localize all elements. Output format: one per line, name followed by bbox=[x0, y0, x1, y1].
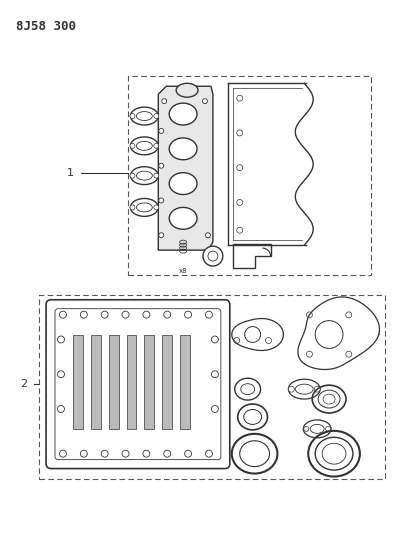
Circle shape bbox=[234, 337, 240, 343]
Circle shape bbox=[159, 233, 164, 238]
Bar bbox=[39, 295, 385, 479]
Circle shape bbox=[202, 99, 207, 103]
Circle shape bbox=[205, 450, 212, 457]
Circle shape bbox=[130, 143, 135, 148]
Circle shape bbox=[237, 227, 243, 233]
Ellipse shape bbox=[169, 103, 197, 125]
Circle shape bbox=[162, 99, 167, 103]
Circle shape bbox=[80, 311, 87, 318]
Bar bbox=[126, 335, 136, 429]
FancyBboxPatch shape bbox=[46, 300, 230, 469]
Circle shape bbox=[164, 450, 171, 457]
Circle shape bbox=[57, 371, 65, 378]
Ellipse shape bbox=[130, 137, 158, 155]
Circle shape bbox=[122, 311, 129, 318]
Circle shape bbox=[237, 165, 243, 171]
Circle shape bbox=[159, 128, 164, 133]
Circle shape bbox=[130, 205, 135, 210]
Ellipse shape bbox=[130, 167, 158, 184]
Ellipse shape bbox=[176, 83, 198, 97]
Circle shape bbox=[237, 199, 243, 205]
Polygon shape bbox=[158, 86, 213, 250]
Bar bbox=[73, 335, 83, 429]
Bar bbox=[91, 335, 101, 429]
Circle shape bbox=[237, 95, 243, 101]
Circle shape bbox=[306, 312, 312, 318]
Ellipse shape bbox=[130, 198, 158, 216]
Circle shape bbox=[315, 321, 343, 349]
Ellipse shape bbox=[169, 138, 197, 160]
Text: 1: 1 bbox=[67, 168, 74, 177]
Circle shape bbox=[57, 406, 65, 413]
Text: x8: x8 bbox=[179, 268, 188, 274]
Circle shape bbox=[154, 114, 159, 118]
Circle shape bbox=[326, 426, 331, 431]
Circle shape bbox=[245, 327, 261, 343]
Circle shape bbox=[159, 198, 164, 203]
Circle shape bbox=[57, 336, 65, 343]
Circle shape bbox=[59, 311, 66, 318]
Ellipse shape bbox=[130, 107, 158, 125]
Circle shape bbox=[266, 337, 271, 343]
Circle shape bbox=[59, 450, 66, 457]
Text: 2: 2 bbox=[20, 379, 27, 389]
Circle shape bbox=[211, 336, 218, 343]
Circle shape bbox=[185, 450, 192, 457]
Circle shape bbox=[122, 450, 129, 457]
Circle shape bbox=[205, 233, 210, 238]
Bar bbox=[162, 335, 172, 429]
Text: 8J58 300: 8J58 300 bbox=[16, 20, 76, 33]
Ellipse shape bbox=[303, 420, 331, 438]
Circle shape bbox=[237, 130, 243, 136]
Bar bbox=[228, 83, 304, 245]
Circle shape bbox=[203, 246, 223, 266]
Circle shape bbox=[288, 386, 294, 392]
Circle shape bbox=[159, 163, 164, 168]
Circle shape bbox=[211, 371, 218, 378]
Circle shape bbox=[211, 406, 218, 413]
Ellipse shape bbox=[169, 173, 197, 195]
Circle shape bbox=[205, 311, 212, 318]
Circle shape bbox=[164, 311, 171, 318]
Circle shape bbox=[154, 205, 159, 210]
Circle shape bbox=[143, 311, 150, 318]
Circle shape bbox=[306, 351, 312, 357]
Circle shape bbox=[304, 426, 309, 431]
Circle shape bbox=[80, 450, 87, 457]
Bar bbox=[128, 76, 371, 275]
Circle shape bbox=[143, 450, 150, 457]
Circle shape bbox=[130, 114, 135, 118]
Ellipse shape bbox=[288, 379, 320, 399]
Circle shape bbox=[101, 311, 108, 318]
Ellipse shape bbox=[169, 207, 197, 229]
Bar bbox=[109, 335, 119, 429]
Circle shape bbox=[185, 311, 192, 318]
Circle shape bbox=[346, 351, 352, 357]
Circle shape bbox=[130, 173, 135, 178]
Circle shape bbox=[101, 450, 108, 457]
Bar bbox=[180, 335, 190, 429]
Circle shape bbox=[314, 386, 320, 392]
Circle shape bbox=[154, 143, 159, 148]
Circle shape bbox=[346, 312, 352, 318]
Circle shape bbox=[154, 173, 159, 178]
Bar bbox=[144, 335, 154, 429]
